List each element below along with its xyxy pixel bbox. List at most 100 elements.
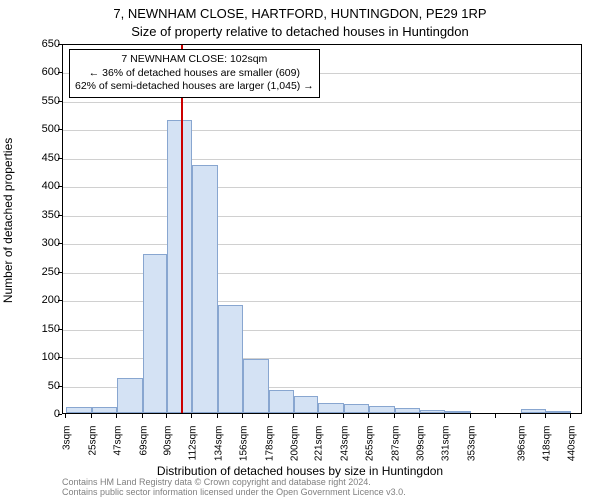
grid-line (63, 216, 581, 217)
grid-line (63, 358, 581, 359)
histogram-bar (420, 410, 445, 413)
grid-line (63, 102, 581, 103)
y-tick-label: 0 (26, 408, 60, 420)
annotation-line2: ← 36% of detached houses are smaller (60… (75, 67, 314, 81)
x-tick-label: 47sqm (113, 426, 124, 468)
x-tick-mark (470, 414, 471, 418)
x-tick-mark (217, 414, 218, 418)
x-tick-mark (142, 414, 143, 418)
chart-title-address: 7, NEWNHAM CLOSE, HARTFORD, HUNTINGDON, … (0, 6, 600, 21)
histogram-bar (344, 404, 369, 413)
y-tick-label: 500 (26, 123, 60, 135)
reference-line (181, 45, 183, 413)
x-tick-mark (394, 414, 395, 418)
x-tick-label: 353sqm (466, 426, 477, 468)
y-tick-label: 300 (26, 237, 60, 249)
histogram-bar (318, 403, 343, 413)
chart-container: 7, NEWNHAM CLOSE, HARTFORD, HUNTINGDON, … (0, 0, 600, 500)
y-tick-mark (58, 414, 62, 415)
x-tick-mark (570, 414, 571, 418)
y-tick-mark (58, 101, 62, 102)
y-tick-mark (58, 186, 62, 187)
y-axis-label: Number of detached properties (1, 138, 15, 303)
x-tick-mark (116, 414, 117, 418)
x-tick-mark (444, 414, 445, 418)
y-tick-mark (58, 72, 62, 73)
x-tick-label: 134sqm (213, 426, 224, 468)
x-tick-label: 178sqm (264, 426, 275, 468)
x-tick-mark (419, 414, 420, 418)
grid-line (63, 159, 581, 160)
histogram-bar (167, 120, 192, 413)
y-tick-label: 350 (26, 209, 60, 221)
histogram-bar (66, 407, 91, 413)
histogram-bar (445, 411, 470, 413)
x-tick-label: 331sqm (441, 426, 452, 468)
y-tick-label: 550 (26, 95, 60, 107)
y-tick-label: 50 (26, 380, 60, 392)
grid-line (63, 273, 581, 274)
x-tick-label: 3sqm (62, 426, 73, 468)
x-tick-label: 265sqm (365, 426, 376, 468)
x-tick-mark (317, 414, 318, 418)
x-tick-label: 156sqm (239, 426, 250, 468)
x-tick-label: 243sqm (339, 426, 350, 468)
x-tick-mark (520, 414, 521, 418)
histogram-bar (269, 390, 294, 413)
y-tick-label: 400 (26, 180, 60, 192)
y-tick-label: 150 (26, 323, 60, 335)
grid-line (63, 187, 581, 188)
grid-line (63, 330, 581, 331)
x-tick-label: 69sqm (138, 426, 149, 468)
x-tick-mark (191, 414, 192, 418)
y-tick-mark (58, 357, 62, 358)
y-tick-mark (58, 129, 62, 130)
plot-area: 7 NEWNHAM CLOSE: 102sqm ← 36% of detache… (62, 44, 582, 414)
y-tick-label: 250 (26, 266, 60, 278)
grid-line (63, 130, 581, 131)
y-tick-mark (58, 44, 62, 45)
x-tick-label: 25sqm (87, 426, 98, 468)
y-tick-mark (58, 158, 62, 159)
x-tick-mark (166, 414, 167, 418)
annotation-box: 7 NEWNHAM CLOSE: 102sqm ← 36% of detache… (69, 49, 320, 98)
x-tick-mark (65, 414, 66, 418)
x-tick-mark (293, 414, 294, 418)
y-tick-mark (58, 215, 62, 216)
y-tick-mark (58, 272, 62, 273)
footnote: Contains HM Land Registry data © Crown c… (62, 478, 406, 498)
x-tick-mark (91, 414, 92, 418)
histogram-bar (395, 408, 420, 413)
histogram-bar (218, 305, 243, 413)
x-tick-mark (268, 414, 269, 418)
x-tick-mark (368, 414, 369, 418)
grid-line (63, 301, 581, 302)
footnote-line2: Contains public sector information licen… (62, 488, 406, 498)
chart-title-desc: Size of property relative to detached ho… (0, 24, 600, 39)
x-tick-label: 287sqm (390, 426, 401, 468)
histogram-bar (92, 407, 117, 413)
x-tick-mark (495, 414, 496, 418)
histogram-bar (143, 254, 167, 413)
x-tick-label: 112sqm (188, 426, 199, 468)
y-tick-label: 100 (26, 351, 60, 363)
y-tick-label: 450 (26, 152, 60, 164)
y-tick-mark (58, 386, 62, 387)
x-tick-label: 221sqm (314, 426, 325, 468)
y-tick-mark (58, 243, 62, 244)
histogram-bar (243, 359, 268, 413)
histogram-bar (192, 165, 217, 413)
histogram-bar (117, 378, 142, 413)
histogram-bar (546, 411, 571, 413)
x-tick-mark (545, 414, 546, 418)
y-tick-label: 650 (26, 38, 60, 50)
x-tick-label: 418sqm (542, 426, 553, 468)
histogram-bar (369, 406, 394, 413)
y-tick-mark (58, 329, 62, 330)
grid-line (63, 244, 581, 245)
x-tick-label: 440sqm (567, 426, 578, 468)
histogram-bar (294, 396, 318, 413)
histogram-bar (521, 409, 546, 413)
x-tick-label: 309sqm (416, 426, 427, 468)
x-tick-mark (242, 414, 243, 418)
